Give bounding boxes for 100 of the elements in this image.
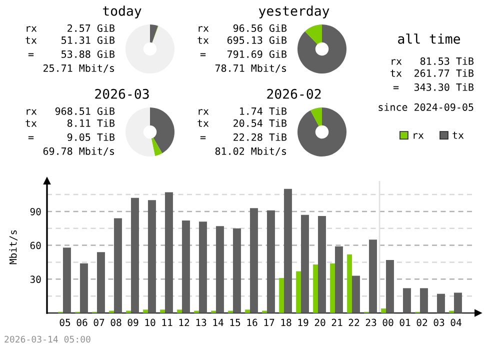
bar <box>216 226 224 313</box>
x-tick-label: 00 <box>382 318 394 326</box>
x-tick-label: 22 <box>348 318 360 326</box>
bar <box>148 200 156 313</box>
bar <box>232 228 241 313</box>
bar <box>114 218 122 313</box>
text: 261.77 TiB <box>414 69 474 77</box>
donut-slice <box>125 107 156 157</box>
bar <box>454 292 462 313</box>
donut-slice <box>125 24 175 74</box>
bar <box>300 214 309 313</box>
donut-slice <box>150 24 158 43</box>
x-tick-label: 07 <box>94 318 104 326</box>
text: = <box>393 86 399 90</box>
text: tx <box>198 120 209 127</box>
text: rx <box>26 26 37 32</box>
bar <box>143 310 148 313</box>
bar <box>296 271 301 313</box>
bar <box>347 254 352 313</box>
x-tick-label: 17 <box>264 318 274 326</box>
text: 1.74 TiB <box>240 107 287 115</box>
bar <box>334 246 343 313</box>
x-tick-label: 01 <box>400 318 410 326</box>
text: tx <box>26 120 37 127</box>
bar <box>330 263 335 313</box>
y-axis-title: Mbit/s <box>9 230 18 264</box>
text: 51.31 GiB <box>62 36 115 44</box>
bar <box>368 240 377 313</box>
text: since 2024-09-05 <box>378 103 474 111</box>
x-tick-label: 04 <box>450 318 462 326</box>
bar <box>130 198 139 313</box>
legend-label: tx <box>452 132 464 139</box>
chart-title: today <box>102 6 142 18</box>
text: = <box>200 53 206 56</box>
donut-slice <box>151 138 162 156</box>
x-tick-label: 19 <box>298 318 308 326</box>
bar <box>402 288 411 313</box>
bar <box>381 308 386 313</box>
text: = <box>28 136 34 140</box>
y-tick-label: 30 <box>30 276 41 284</box>
text: tx <box>26 36 37 44</box>
bar <box>436 294 445 313</box>
x-tick-label: 23 <box>366 318 376 326</box>
chart-title: yesterday <box>258 6 330 18</box>
donut-slice <box>297 24 347 74</box>
text: rx <box>198 26 209 32</box>
bar <box>160 310 165 313</box>
x-tick-label: 21 <box>332 318 342 326</box>
bar <box>245 310 250 313</box>
text: 9.05 TiB <box>67 133 115 141</box>
x-tick-label: 15 <box>230 318 240 326</box>
donut-slice <box>150 107 175 154</box>
bar <box>279 278 284 313</box>
x-tick-label: 09 <box>128 318 138 326</box>
x-tick-label: 08 <box>110 318 122 326</box>
legend-label: rx <box>414 133 424 139</box>
text: 2026-03-14 05:00 <box>4 336 90 343</box>
bar <box>182 220 190 313</box>
bar <box>80 263 88 313</box>
x-tick-label: 10 <box>145 318 156 326</box>
text: all time <box>398 34 460 44</box>
text: 695.13 GiB <box>227 36 287 44</box>
bar <box>318 216 326 313</box>
y-tick-label: 90 <box>30 208 41 216</box>
text: = <box>200 136 206 140</box>
x-tick-label: 05 <box>60 318 70 326</box>
x-tick-label: 20 <box>314 318 326 326</box>
x-tick-label: 18 <box>281 318 292 326</box>
donut-slice <box>305 24 322 44</box>
text: rx <box>26 109 37 115</box>
text: 96.56 GiB <box>233 24 287 32</box>
text: 343.30 TiB <box>414 83 474 91</box>
text: = <box>28 53 34 56</box>
chart-title: 2026-03 <box>95 88 149 99</box>
bar <box>96 252 105 313</box>
text: 81.53 TiB <box>420 57 474 65</box>
text: rx <box>198 109 209 115</box>
text: 81.02 Mbit/s <box>215 147 286 156</box>
bar <box>420 288 428 313</box>
text: 20.54 TiB <box>234 119 287 127</box>
x-tick-label: 03 <box>434 318 444 326</box>
x-tick-label: 16 <box>247 318 258 326</box>
bar <box>198 222 207 313</box>
text: tx <box>198 36 209 44</box>
bar <box>313 264 318 313</box>
donut-slice <box>152 26 158 43</box>
text: 78.71 Mbit/s <box>215 64 286 73</box>
donut-slice <box>297 107 347 157</box>
text: 69.78 Mbit/s <box>43 147 114 156</box>
x-tick-label: 02 <box>416 318 428 326</box>
bar <box>266 210 275 313</box>
text: rx <box>392 59 402 65</box>
bar <box>62 248 71 313</box>
text: 791.69 GiB <box>227 50 287 58</box>
text: 968.51 GiB <box>55 107 115 115</box>
bar <box>250 208 258 313</box>
text: 25.71 Mbit/s <box>44 64 114 73</box>
y-tick-label: 60 <box>30 242 41 250</box>
x-tick-label: 14 <box>213 318 224 326</box>
bar <box>177 310 182 313</box>
